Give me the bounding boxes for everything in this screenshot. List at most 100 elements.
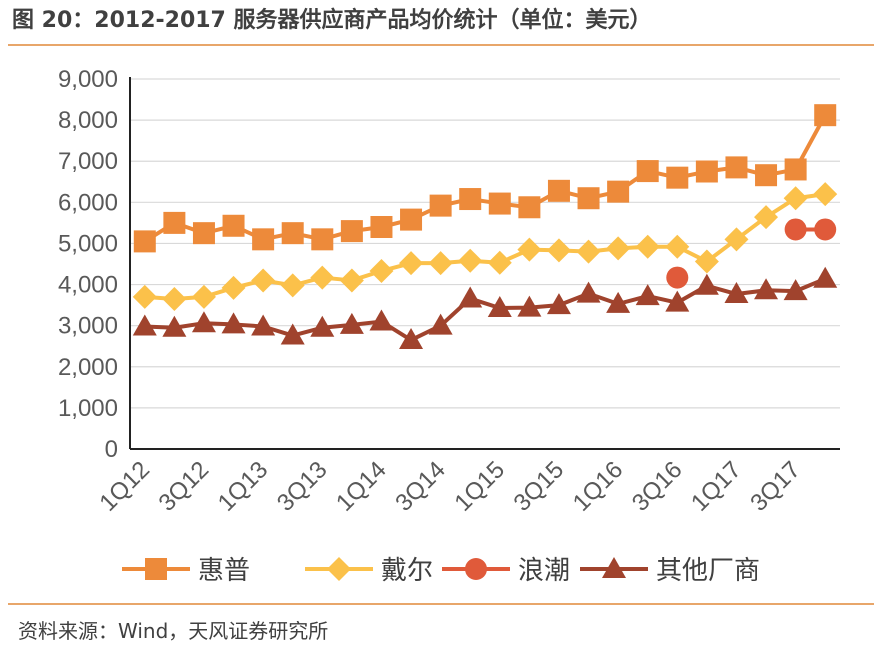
legend-marker bbox=[327, 557, 351, 581]
data-point bbox=[546, 238, 571, 263]
y-tick-label: 6,000 bbox=[58, 189, 118, 216]
data-point bbox=[428, 251, 453, 276]
legend-label: 浪潮 bbox=[518, 556, 570, 586]
x-tick-label: 3Q12 bbox=[154, 456, 215, 517]
x-tick-label: 1Q17 bbox=[686, 456, 747, 517]
data-point bbox=[191, 284, 216, 309]
legend-label: 戴尔 bbox=[381, 556, 433, 586]
data-point bbox=[518, 196, 541, 219]
data-point bbox=[399, 328, 424, 350]
data-point bbox=[339, 312, 364, 334]
data-point bbox=[133, 230, 156, 253]
data-point bbox=[814, 104, 837, 127]
data-point bbox=[694, 273, 719, 295]
data-point bbox=[162, 286, 187, 311]
data-point bbox=[755, 164, 778, 187]
data-point bbox=[517, 237, 542, 262]
data-point bbox=[251, 268, 276, 293]
data-point bbox=[576, 281, 601, 303]
data-point bbox=[429, 194, 452, 217]
data-point bbox=[221, 312, 246, 334]
data-point bbox=[724, 227, 749, 252]
data-point bbox=[252, 228, 275, 251]
data-point bbox=[458, 286, 483, 308]
top-divider bbox=[8, 44, 874, 46]
x-tick-label: 1Q12 bbox=[94, 456, 155, 517]
data-point bbox=[340, 220, 363, 243]
data-point bbox=[280, 273, 305, 298]
legend-item: 浪潮 bbox=[442, 556, 570, 586]
y-axis-ticks: 0 1,000 2,000 3,000 4,000 5,000 6,000 7,000 8,00… bbox=[58, 66, 118, 463]
data-point bbox=[606, 236, 631, 261]
data-point bbox=[132, 314, 157, 336]
data-point bbox=[370, 216, 393, 238]
data-point bbox=[192, 222, 215, 245]
data-point bbox=[191, 311, 216, 333]
axes bbox=[129, 77, 840, 450]
legend-item: 惠普 bbox=[122, 556, 250, 586]
x-tick-label: 3Q15 bbox=[509, 456, 570, 517]
data-point bbox=[635, 284, 660, 306]
source-note: 资料来源：Wind，天风证券研究所 bbox=[18, 619, 329, 643]
y-tick-label: 3,000 bbox=[58, 313, 118, 340]
data-point bbox=[399, 251, 424, 276]
legend-label: 惠普 bbox=[198, 556, 250, 586]
data-point bbox=[221, 275, 246, 300]
legend-item: 戴尔 bbox=[305, 556, 433, 586]
data-point bbox=[724, 282, 749, 304]
series-1 bbox=[132, 182, 838, 311]
data-point bbox=[694, 249, 719, 274]
bottom-divider bbox=[8, 603, 874, 605]
data-point bbox=[311, 228, 334, 251]
chart-title: 图 20：2012-2017 服务器供应商产品均价统计（单位：美元） bbox=[12, 8, 652, 33]
data-point bbox=[814, 218, 837, 241]
data-point bbox=[310, 265, 335, 290]
y-tick-label: 7,000 bbox=[58, 148, 118, 175]
data-point bbox=[547, 179, 570, 202]
data-point bbox=[754, 278, 779, 300]
data-point bbox=[339, 268, 364, 293]
data-point bbox=[725, 156, 748, 179]
data-point bbox=[251, 314, 276, 336]
data-point bbox=[280, 323, 305, 345]
x-tick-label: 1Q15 bbox=[449, 456, 510, 517]
y-tick-label: 9,000 bbox=[58, 66, 118, 93]
legend: 惠普 戴尔 浪潮 其他厂商 bbox=[122, 556, 760, 586]
data-point bbox=[636, 160, 659, 183]
x-tick-label: 1Q13 bbox=[213, 456, 274, 517]
data-series bbox=[132, 104, 838, 350]
x-tick-label: 3Q16 bbox=[627, 456, 688, 517]
x-axis-ticks: 1Q123Q121Q133Q131Q143Q141Q153Q151Q163Q16… bbox=[94, 456, 805, 517]
data-point bbox=[222, 214, 245, 237]
data-point bbox=[488, 192, 511, 215]
x-tick-label: 3Q13 bbox=[272, 456, 333, 517]
series-line bbox=[144, 276, 826, 343]
data-point bbox=[310, 315, 335, 337]
legend-marker bbox=[145, 558, 167, 580]
data-point bbox=[400, 208, 423, 231]
series-2 bbox=[666, 218, 837, 289]
series-3 bbox=[132, 266, 838, 350]
x-tick-label: 1Q14 bbox=[331, 456, 392, 517]
legend-label: 其他厂商 bbox=[656, 556, 760, 586]
data-point bbox=[813, 266, 838, 288]
data-point bbox=[577, 187, 600, 210]
data-point bbox=[163, 211, 186, 234]
data-point bbox=[783, 186, 808, 211]
y-tick-label: 8,000 bbox=[58, 107, 118, 134]
legend-marker bbox=[465, 558, 487, 580]
data-point bbox=[458, 248, 483, 273]
data-point bbox=[754, 205, 779, 230]
data-point bbox=[666, 166, 689, 189]
data-point bbox=[487, 295, 512, 317]
y-tick-label: 4,000 bbox=[58, 272, 118, 299]
y-tick-label: 0 bbox=[105, 436, 118, 463]
x-tick-label: 3Q14 bbox=[390, 456, 451, 517]
data-point bbox=[576, 239, 601, 264]
data-point bbox=[813, 182, 838, 207]
data-point bbox=[428, 313, 453, 335]
data-point bbox=[695, 160, 718, 183]
x-tick-label: 1Q16 bbox=[568, 456, 629, 517]
data-point bbox=[784, 218, 807, 241]
data-point bbox=[606, 291, 631, 313]
